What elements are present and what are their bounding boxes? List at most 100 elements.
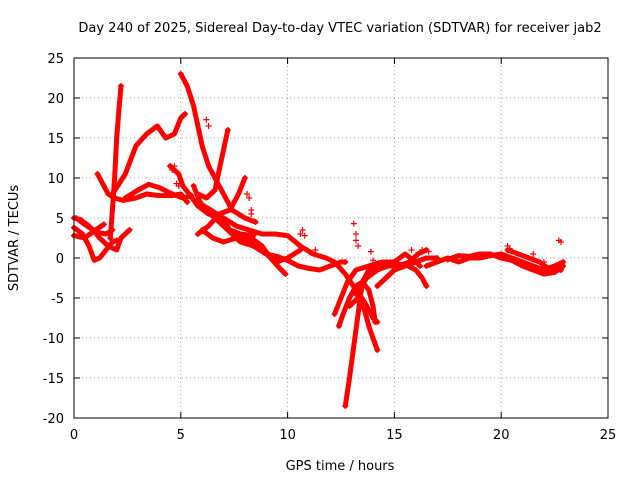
data-point: [94, 171, 101, 177]
data-point: [224, 127, 231, 133]
series-arc-12: [195, 175, 248, 237]
data-point: [417, 263, 424, 269]
data-point: [312, 247, 319, 253]
series-arc-26: [505, 247, 564, 273]
data-point: [352, 291, 359, 297]
data-point: [109, 227, 116, 233]
data-point: [331, 311, 338, 317]
series-arc-04: [71, 221, 107, 241]
plot-area: [71, 71, 567, 409]
data-point: [107, 235, 114, 241]
data-point: [540, 259, 547, 265]
y-tick-label: -15: [43, 372, 64, 387]
data-point: [423, 263, 430, 269]
series-arc-10: [178, 71, 259, 225]
data-point: [197, 200, 204, 207]
chart-title: Day 240 of 2025, Sidereal Day-to-day VTE…: [78, 21, 601, 36]
series-arc-19: [347, 295, 380, 353]
grid: [74, 58, 608, 418]
data-point: [184, 199, 191, 205]
y-tick-label: -5: [51, 292, 64, 307]
data-point: [297, 247, 304, 253]
y-tick-label: 10: [47, 172, 64, 187]
data-point: [560, 263, 567, 269]
x-tick-label: 25: [600, 428, 617, 443]
data-point: [188, 192, 195, 199]
series-arc-20: [342, 263, 382, 409]
data-point: [169, 167, 176, 173]
data-point: [194, 231, 201, 237]
data-point: [167, 163, 174, 169]
x-axis-label: GPS time / hours: [286, 459, 395, 474]
series-arc-16: [242, 235, 348, 273]
data-point: [241, 175, 248, 181]
data-point: [530, 251, 537, 257]
data-point: [558, 239, 565, 245]
data-point: [423, 283, 430, 289]
y-tick-label: 5: [56, 212, 64, 227]
data-point: [380, 263, 387, 269]
y-tick-label: 25: [47, 52, 64, 67]
y-tick-label: 15: [47, 132, 64, 147]
series-layer: [71, 71, 566, 409]
data-point: [408, 247, 415, 253]
data-point: [250, 232, 257, 239]
data-point: [252, 219, 259, 225]
data-point: [100, 221, 107, 228]
data-point: [297, 231, 304, 237]
y-tick-label: -20: [43, 412, 64, 427]
data-point: [350, 220, 357, 227]
data-point: [352, 231, 359, 237]
data-point: [194, 191, 201, 197]
x-tick-labels: 0 5 10 15 20 25: [70, 428, 616, 443]
data-point: [423, 247, 430, 253]
series-arc-08: [122, 181, 194, 201]
x-tick-label: 10: [279, 428, 296, 443]
data-point: [352, 237, 359, 244]
data-point: [182, 111, 189, 117]
data-point: [504, 247, 511, 253]
data-point: [117, 83, 124, 89]
series-arc-14: [199, 227, 288, 277]
series-arc-23: [381, 261, 429, 289]
data-point: [246, 195, 253, 201]
data-point: [346, 303, 353, 309]
data-point: [342, 403, 349, 409]
data-point: [126, 227, 133, 233]
data-point: [355, 243, 362, 249]
y-tick-label: 0: [56, 252, 64, 267]
x-tick-label: 20: [493, 428, 510, 443]
data-point: [301, 232, 308, 239]
series-arc-25: [445, 251, 566, 277]
data-point: [175, 183, 182, 189]
data-point: [244, 191, 251, 197]
y-tick-labels: 25 20 15 10 5 0 -5 -10 -15 -20: [43, 52, 64, 427]
data-point: [241, 235, 248, 241]
x-tick-label: 5: [177, 428, 185, 443]
data-point: [335, 323, 342, 329]
data-point: [434, 255, 441, 261]
data-point: [190, 183, 197, 189]
data-point: [203, 116, 210, 123]
data-point: [199, 227, 206, 233]
data-point: [299, 227, 306, 233]
series-arc-07: [109, 111, 188, 197]
plot-frame: [73, 57, 609, 419]
data-point: [282, 271, 289, 277]
data-point: [113, 237, 120, 244]
data-point: [109, 191, 116, 197]
data-point: [248, 211, 255, 217]
data-point: [372, 319, 379, 325]
data-point: [558, 267, 565, 273]
data-point: [444, 256, 451, 263]
x-tick-label: 0: [70, 428, 78, 443]
series-arc-06: [107, 83, 124, 241]
data-point: [374, 347, 381, 353]
data-point: [177, 71, 184, 77]
series-arc-13: [195, 127, 231, 201]
data-point: [342, 259, 349, 265]
data-point: [205, 123, 212, 129]
y-tick-label: -10: [43, 332, 64, 347]
data-point: [370, 257, 377, 264]
